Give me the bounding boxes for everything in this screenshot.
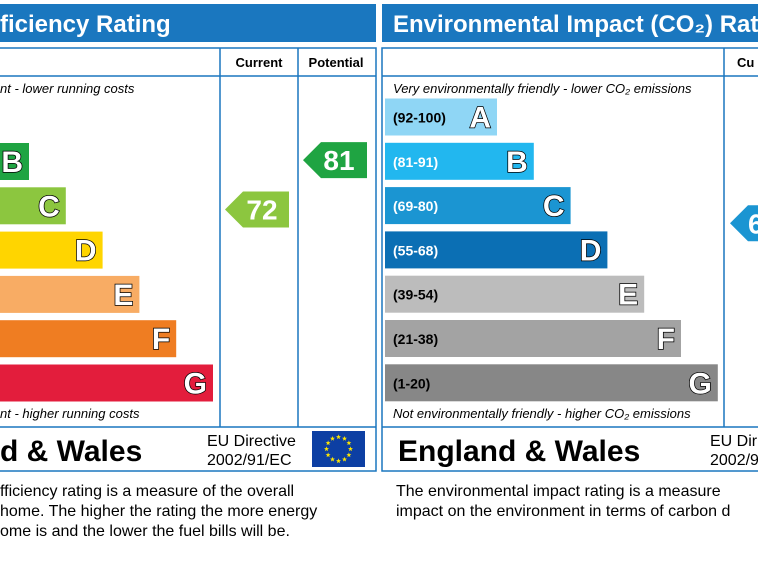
eu-star — [342, 436, 347, 441]
env-band-range: (39-54) — [393, 287, 438, 303]
eu-star — [330, 456, 335, 462]
energy-band-letter: B — [1, 146, 23, 179]
energy-band-b — [0, 143, 29, 180]
energy-header-bar — [0, 4, 376, 42]
env-top-note: Very environmentally friendly - lower CO… — [393, 81, 692, 96]
env-description-line: impact on the environment in terms of ca… — [396, 503, 730, 520]
eu-flag-icon — [312, 431, 365, 467]
env-band-d — [385, 231, 608, 269]
env-band-range: (92-100) — [393, 110, 446, 126]
env-band-letter: D — [580, 234, 602, 267]
energy-col-potential: Potential — [309, 55, 364, 70]
energy-band-f — [0, 320, 177, 358]
energy-potential-value: 81 — [323, 145, 354, 176]
energy-top-note: nt - lower running costs — [0, 81, 135, 96]
env-band-range: (81-91) — [393, 154, 438, 170]
eu-star — [324, 446, 329, 452]
env-current-arrow — [730, 205, 758, 242]
env-bottom-note: Not environmentally friendly - higher CO… — [393, 406, 691, 421]
energy-band-g — [0, 364, 213, 402]
energy-col-current: Current — [236, 55, 284, 70]
energy-frame — [0, 47, 377, 472]
energy-band-letter: E — [113, 279, 133, 312]
env-band-a — [385, 98, 497, 136]
env-directive-line1: EU Dir — [710, 433, 758, 450]
eu-star — [325, 440, 331, 446]
eu-star — [342, 456, 347, 462]
env-band-b — [385, 142, 534, 180]
environmental-impact-chart: Environmental Impact (CO₂) Rat Cu Very env… — [381, 4, 758, 520]
energy-band-letter: D — [75, 235, 97, 268]
env-band-letter: G — [688, 367, 711, 400]
env-band-letter: C — [543, 190, 565, 223]
env-description-line: The environmental impact rating is a mea… — [396, 483, 721, 500]
eu-star — [346, 452, 352, 458]
energy-directive-line1: EU Directive — [207, 433, 296, 450]
eu-star — [330, 436, 335, 441]
energy-band-c — [0, 187, 66, 225]
env-header-bar — [382, 4, 758, 42]
env-band-g — [385, 364, 718, 402]
energy-directive-line2: 2002/91/EC — [207, 452, 292, 469]
env-band-f — [385, 320, 681, 357]
env-chart-title: Environmental Impact (CO₂) Rat — [393, 11, 758, 38]
eu-star — [336, 458, 341, 464]
eu-star — [346, 440, 352, 446]
energy-band-e — [0, 275, 140, 313]
energy-band-d — [0, 231, 103, 269]
env-band-range: (69-80) — [393, 198, 438, 214]
energy-current-value: 72 — [246, 194, 277, 225]
energy-band-letter: F — [152, 323, 170, 356]
env-col-current: Cu — [737, 55, 754, 70]
env-band-letter: A — [469, 102, 491, 135]
env-band-e — [385, 275, 645, 313]
env-band-range: (1-20) — [393, 375, 430, 391]
energy-footer-region: d & Wales — [0, 435, 142, 468]
env-band-letter: E — [618, 279, 638, 312]
env-band-letter: B — [506, 146, 528, 179]
eu-star — [325, 452, 331, 458]
eu-star — [336, 434, 341, 440]
eu-star — [348, 446, 353, 452]
env-footer-region: England & Wales — [398, 435, 640, 468]
env-current-value: 6 — [748, 208, 758, 239]
energy-potential-arrow — [303, 142, 367, 179]
energy-current-arrow — [225, 191, 289, 228]
env-frame — [381, 47, 758, 472]
energy-band-letter: C — [38, 190, 60, 223]
env-band-range: (21-38) — [393, 331, 438, 347]
energy-band-letter: G — [184, 368, 207, 401]
energy-efficiency-chart: ficiency Rating Current Potential nt - lowe… — [0, 4, 377, 540]
energy-description-line: fficiency rating is a measure of the ove… — [0, 483, 294, 500]
energy-description-line: home. The higher the rating the more ene… — [0, 503, 317, 520]
env-band-letter: F — [657, 323, 675, 356]
energy-chart-title: ficiency Rating — [0, 11, 171, 38]
env-directive-line2: 2002/9 — [710, 452, 758, 469]
energy-bottom-note: nt - higher running costs — [0, 406, 140, 421]
energy-description-line: ome is and the lower the fuel bills will… — [0, 523, 290, 540]
env-band-range: (55-68) — [393, 242, 438, 258]
env-band-c — [385, 187, 571, 225]
